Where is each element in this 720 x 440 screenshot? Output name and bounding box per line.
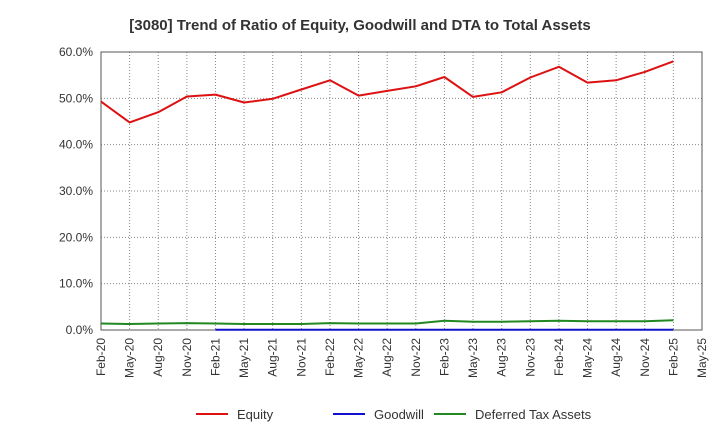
x-tick-label: Aug-20 <box>151 338 165 377</box>
chart-title: [3080] Trend of Ratio of Equity, Goodwil… <box>129 17 590 34</box>
x-tick-label: Feb-24 <box>552 338 566 376</box>
y-tick-label: 50.0% <box>59 91 93 105</box>
x-tick-label: Nov-24 <box>638 338 652 377</box>
series-group <box>100 60 674 331</box>
series-line-deferred-tax-assets <box>100 319 674 325</box>
x-tick-label: Nov-23 <box>523 338 537 377</box>
y-axis: 0.0% 10.0% 20.0% 30.0% 40.0% 50.0% 60.0% <box>59 45 93 337</box>
legend: Equity Goodwill Deferred Tax Assets <box>196 407 592 422</box>
x-tick-label: Feb-25 <box>666 338 680 376</box>
x-axis: Feb-20 May-20 Aug-20 Nov-20 Feb-21 May-21 Aug-… <box>94 338 709 378</box>
x-tick-label: Feb-23 <box>437 338 451 376</box>
x-tick-label: Nov-21 <box>294 338 308 377</box>
x-tick-label: Feb-21 <box>208 338 222 376</box>
y-tick-label: 60.0% <box>59 45 93 59</box>
x-tick-label: May-21 <box>237 338 251 378</box>
x-tick-label: Aug-24 <box>609 338 623 377</box>
y-tick-label: 10.0% <box>59 277 93 291</box>
x-tick-label: Aug-21 <box>266 338 280 377</box>
x-tick-label: Feb-22 <box>323 338 337 376</box>
x-tick-label: Nov-20 <box>180 338 194 377</box>
x-tick-label: May-23 <box>466 338 480 378</box>
y-tick-label: 0.0% <box>66 323 94 337</box>
x-tick-label: Aug-22 <box>380 338 394 377</box>
y-tick-label: 30.0% <box>59 184 93 198</box>
x-tick-label: Nov-22 <box>409 338 423 377</box>
x-tick-label: Feb-20 <box>94 338 108 376</box>
x-tick-label: May-24 <box>581 338 595 378</box>
series-line-equity <box>100 60 674 124</box>
x-tick-label: Aug-23 <box>495 338 509 377</box>
grid <box>100 51 703 331</box>
y-tick-label: 40.0% <box>59 138 93 152</box>
y-tick-label: 20.0% <box>59 230 93 244</box>
legend-label: Equity <box>237 407 274 422</box>
x-tick-label: May-25 <box>695 338 709 378</box>
x-tick-label: May-20 <box>123 338 137 378</box>
x-tick-label: May-22 <box>352 338 366 378</box>
legend-label: Goodwill <box>374 407 424 422</box>
legend-label: Deferred Tax Assets <box>475 407 592 422</box>
